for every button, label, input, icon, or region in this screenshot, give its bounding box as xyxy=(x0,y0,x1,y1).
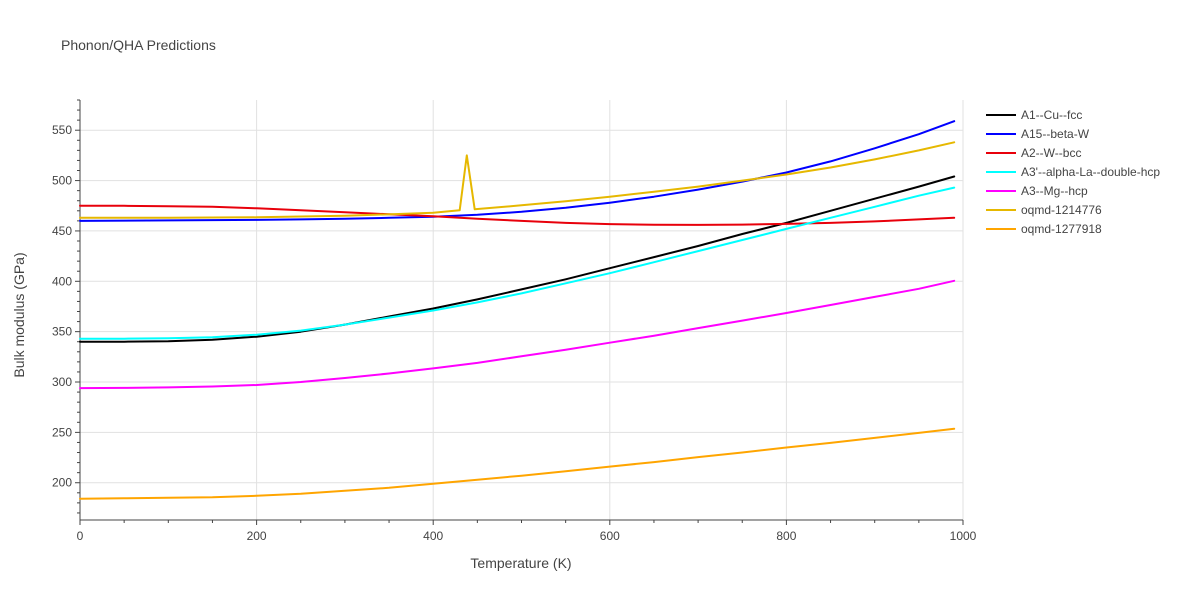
x-tick-label: 400 xyxy=(423,529,443,543)
series-line-1 xyxy=(79,120,956,222)
legend-item[interactable]: A1--Cu--fcc xyxy=(986,108,1082,122)
x-tick-label: 200 xyxy=(247,529,267,543)
legend-item[interactable]: oqmd-1214776 xyxy=(986,203,1102,217)
legend-label: A1--Cu--fcc xyxy=(1021,108,1082,122)
y-tick-label: 550 xyxy=(52,123,72,137)
series-layer xyxy=(79,120,956,500)
x-tick-label: 600 xyxy=(600,529,620,543)
legend-item[interactable]: A2--W--bcc xyxy=(986,146,1081,160)
legend-item[interactable]: oqmd-1277918 xyxy=(986,222,1102,236)
chart-title: Phonon/QHA Predictions xyxy=(61,37,216,53)
y-tick-label: 500 xyxy=(52,174,72,188)
y-tick-label: 400 xyxy=(52,274,72,288)
y-tick-label: 450 xyxy=(52,224,72,238)
y-tick-label: 250 xyxy=(52,425,72,439)
legend-label: A2--W--bcc xyxy=(1021,146,1081,160)
legend-item[interactable]: A15--beta-W xyxy=(986,127,1090,141)
y-tick-label: 350 xyxy=(52,325,72,339)
y-axis-title: Bulk modulus (GPa) xyxy=(11,252,27,377)
series-line-4 xyxy=(79,279,956,390)
grid-layer xyxy=(80,100,964,520)
x-tick-label: 1000 xyxy=(950,529,977,543)
series-line-0 xyxy=(79,175,956,343)
series-line-3 xyxy=(79,186,956,340)
legend[interactable]: A1--Cu--fcc A15--beta-W A2--W--bcc A3'--alp… xyxy=(986,108,1160,236)
legend-label: A3'--alpha-La--double-hcp xyxy=(1021,165,1160,179)
legend-label: A3--Mg--hcp xyxy=(1021,184,1088,198)
x-tick-label: 800 xyxy=(776,529,796,543)
legend-label: A15--beta-W xyxy=(1021,127,1090,141)
y-tick-label: 200 xyxy=(52,476,72,490)
axis-layer: 0 200 400 600 800 1000 200 250 300 350 400 450 500 55… xyxy=(52,99,977,543)
legend-label: oqmd-1277918 xyxy=(1021,222,1102,236)
x-axis-title: Temperature (K) xyxy=(470,555,571,571)
series-line-2 xyxy=(79,204,956,226)
legend-label: oqmd-1214776 xyxy=(1021,203,1102,217)
series-line-5 xyxy=(79,141,956,219)
legend-item[interactable]: A3'--alpha-La--double-hcp xyxy=(986,165,1160,179)
x-tick-label: 0 xyxy=(77,529,84,543)
series-line-6 xyxy=(79,427,956,500)
legend-item[interactable]: A3--Mg--hcp xyxy=(986,184,1088,198)
y-tick-label: 300 xyxy=(52,375,72,389)
